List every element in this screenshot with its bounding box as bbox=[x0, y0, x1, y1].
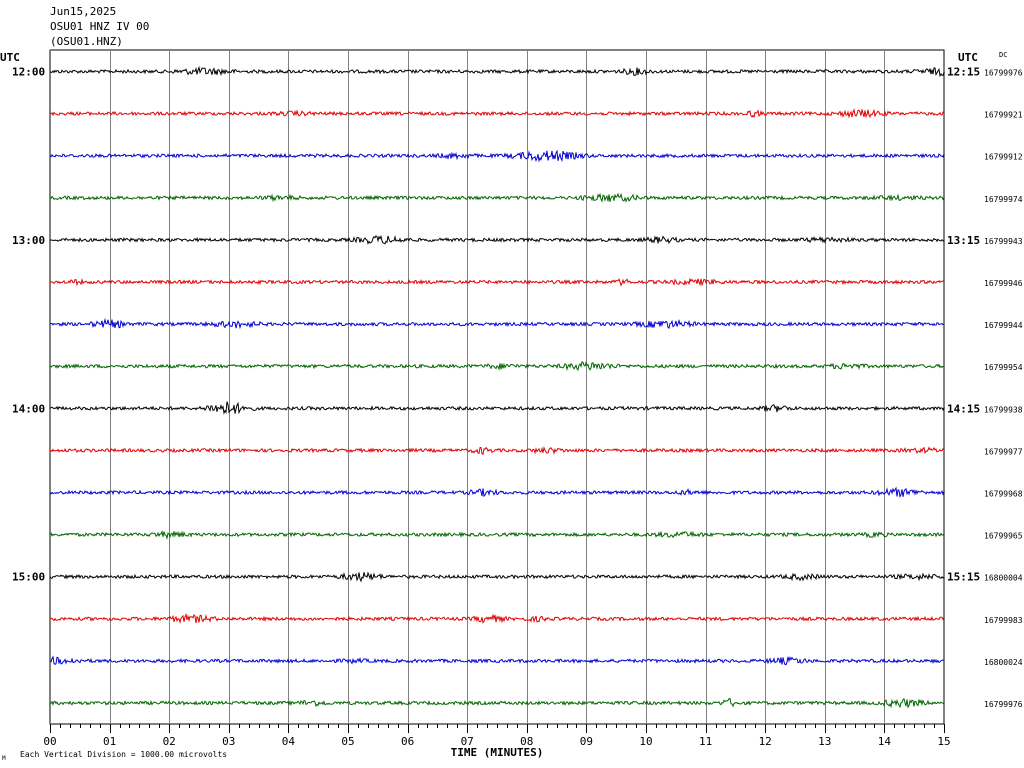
station-name: OSU01 HNZ IV 00 bbox=[50, 20, 150, 33]
seismic-trace-2 bbox=[49, 108, 945, 119]
left-hour-label: 12:00 bbox=[12, 66, 45, 79]
dc-offset-value: 16799946 bbox=[984, 279, 1023, 288]
x-tick-label: 00 bbox=[43, 735, 56, 748]
x-tick-label: 08 bbox=[520, 735, 533, 748]
plot-frame bbox=[49, 49, 945, 725]
dc-offset-value: 16799965 bbox=[984, 532, 1023, 541]
right-utc-label: UTC bbox=[958, 51, 978, 64]
dc-offset-value: 16799976 bbox=[984, 700, 1023, 709]
x-tick-label: 15 bbox=[937, 735, 950, 748]
x-tick-label: 05 bbox=[341, 735, 354, 748]
right-hour-label: 14:15 bbox=[947, 402, 980, 415]
traces bbox=[49, 65, 945, 709]
x-tick-label: 06 bbox=[401, 735, 414, 748]
seismic-trace-10 bbox=[49, 446, 945, 456]
left-hour-label: 14:00 bbox=[12, 402, 45, 415]
x-tick-label: 09 bbox=[580, 735, 593, 748]
labels: UTC UTC DC TIME (MINUTES) Each Vertical … bbox=[0, 51, 1023, 762]
dc-offset-value: 16799976 bbox=[984, 69, 1023, 78]
chart-date: Jun15,2025 bbox=[50, 5, 117, 18]
dc-offset-value: 16799968 bbox=[984, 490, 1023, 499]
dc-offset-value: 16799983 bbox=[984, 616, 1023, 625]
seismic-trace-4 bbox=[49, 192, 945, 203]
seismic-trace-8 bbox=[49, 360, 945, 372]
seismic-trace-5 bbox=[49, 234, 945, 245]
x-tick-label: 03 bbox=[222, 735, 235, 748]
seismic-trace-13 bbox=[49, 571, 945, 583]
dc-offset-value: 16799943 bbox=[984, 237, 1023, 246]
footer-note: Each Vertical Division = 1000.00 microvo… bbox=[20, 750, 227, 759]
seismic-trace-16 bbox=[49, 697, 945, 709]
dc-offset-value: 16799938 bbox=[984, 405, 1023, 414]
seismic-trace-6 bbox=[49, 277, 945, 287]
seismic-trace-12 bbox=[49, 530, 945, 540]
right-hour-label: 12:15 bbox=[947, 66, 980, 79]
dc-offset-value: 16799977 bbox=[984, 447, 1023, 456]
dc-offset-value: 16799921 bbox=[984, 111, 1023, 120]
dc-offset-value: 16799974 bbox=[984, 195, 1023, 204]
dc-offset-value: 16799954 bbox=[984, 363, 1023, 372]
x-tick-label: 04 bbox=[282, 735, 296, 748]
channel-code: (OSU01.HNZ) bbox=[50, 35, 123, 48]
dc-offset-value: 16800004 bbox=[984, 574, 1023, 583]
left-utc-label: UTC bbox=[0, 51, 20, 64]
dc-offset-value: 16800024 bbox=[984, 658, 1023, 667]
right-hour-label: 15:15 bbox=[947, 571, 980, 584]
left-hour-label: 13:00 bbox=[12, 234, 45, 247]
x-axis-title: TIME (MINUTES) bbox=[451, 746, 544, 759]
seismic-trace-3 bbox=[49, 149, 945, 163]
right-hour-label: 13:15 bbox=[947, 234, 980, 247]
x-tick-label: 10 bbox=[639, 735, 652, 748]
dc-label: DC bbox=[999, 51, 1007, 59]
x-tick-label: 07 bbox=[461, 735, 474, 748]
x-tick-label: 02 bbox=[163, 735, 176, 748]
dc-offset-value: 16799944 bbox=[984, 321, 1023, 330]
seismic-trace-15 bbox=[49, 655, 944, 666]
x-tick-label: 01 bbox=[103, 735, 116, 748]
x-tick-label: 14 bbox=[878, 735, 892, 748]
dc-offset-value: 16799912 bbox=[984, 153, 1023, 162]
x-tick-label: 11 bbox=[699, 735, 712, 748]
seismic-trace-1 bbox=[49, 65, 945, 78]
left-hour-label: 15:00 bbox=[12, 571, 45, 584]
x-tick-label: 12 bbox=[759, 735, 772, 748]
seismic-trace-14 bbox=[49, 612, 945, 625]
corner-mark: M bbox=[2, 755, 6, 762]
grid bbox=[49, 49, 945, 733]
x-tick-label: 13 bbox=[818, 735, 831, 748]
seismic-trace-11 bbox=[49, 486, 945, 499]
seismic-trace-7 bbox=[49, 317, 945, 330]
seismic-trace-9 bbox=[49, 401, 945, 415]
